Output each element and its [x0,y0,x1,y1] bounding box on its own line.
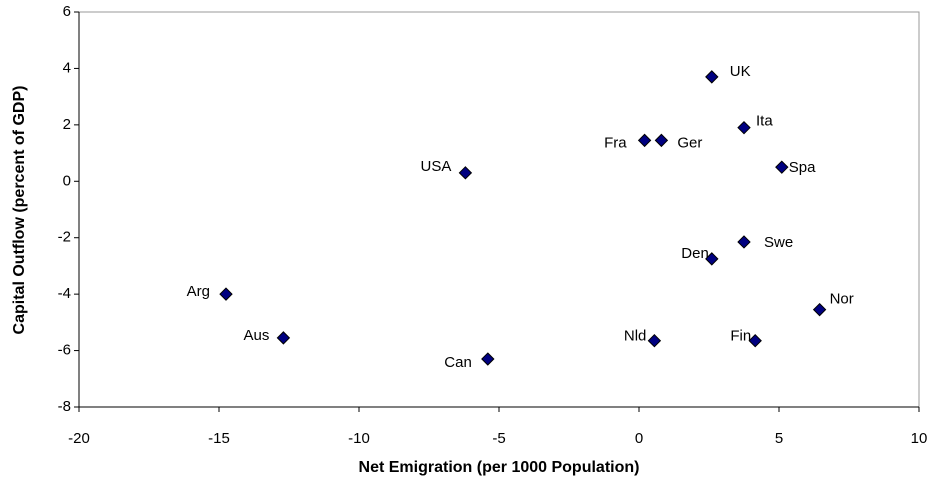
x-axis-title: Net Emigration (per 1000 Population) [359,459,640,476]
marker [748,333,762,348]
x-tick-label: -20 [68,430,90,447]
x-tick-label: -15 [208,430,230,447]
point-label: Den [681,245,709,262]
x-tick-label: 5 [775,430,783,447]
point-label: Nor [830,291,854,308]
x-tick-label: 0 [635,430,643,447]
marker [705,70,719,84]
point-label: Fra [604,134,627,151]
point-label: USA [421,158,452,175]
point-label: Arg [187,283,210,300]
marker [481,352,495,366]
y-tick-label: 4 [63,59,71,76]
marker [219,287,233,301]
y-tick-label: -2 [58,229,71,246]
point-label: Aus [244,327,270,344]
point-label: Nld [624,328,647,345]
y-tick-label: -8 [58,398,71,415]
marker [705,252,719,266]
x-tick-label: -10 [348,430,370,447]
plot-frame [78,11,920,408]
marker [276,331,291,345]
y-tick-label: 2 [63,116,71,133]
point-label: Fin [730,328,751,345]
y-axis-title: Capital Outflow (percent of GDP) [11,86,28,335]
y-tick-label: -6 [58,342,71,359]
x-tick-label: 10 [911,430,928,447]
point-label: Ita [756,113,773,130]
point-label: UK [730,63,751,80]
marker [637,133,652,148]
y-tick-label: 0 [63,172,71,189]
point-label: Spa [789,159,816,176]
marker [737,120,751,135]
marker [458,166,473,180]
x-tick-label: -5 [492,430,505,447]
marker [647,333,662,348]
marker [654,133,669,148]
y-tick-label: -4 [58,285,71,302]
marker [812,302,827,317]
marker [775,160,789,174]
point-label: Swe [764,234,793,251]
point-label: Can [444,354,472,371]
point-label: Ger [677,134,702,151]
y-tick-label: 6 [63,3,71,20]
marker [737,235,751,249]
